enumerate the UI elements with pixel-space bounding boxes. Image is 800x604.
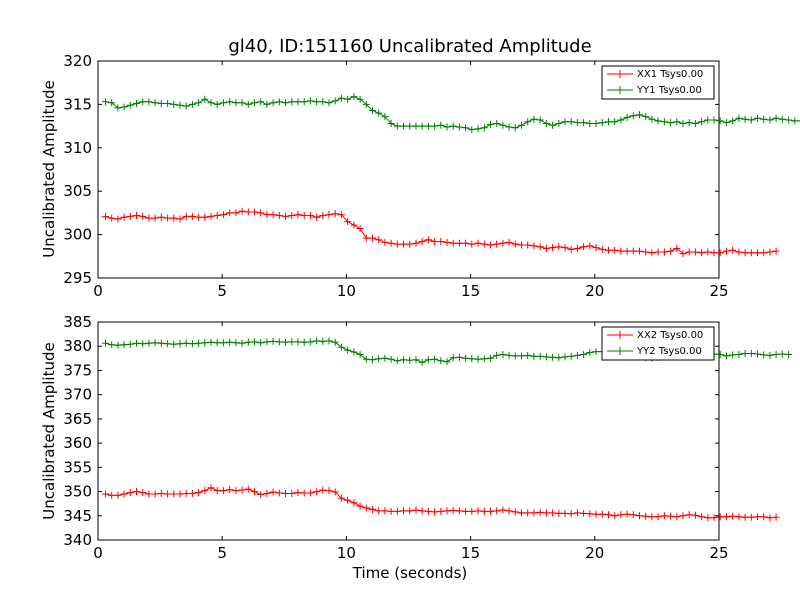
legend-label-xx1: XX1 Tsys0.00	[637, 69, 703, 80]
x-tick-label: 0	[93, 282, 103, 300]
x-tick-label: 20	[585, 282, 604, 300]
y-tick-label: 295	[63, 269, 92, 287]
x-tick-label: 0	[93, 544, 103, 562]
legend-label-yy2: YY2 Tsys0.00	[636, 346, 702, 357]
x-tick-label: 15	[461, 544, 480, 562]
chart-title: gl40, ID:151160 Uncalibrated Amplitude	[228, 36, 591, 57]
y-tick-label: 385	[63, 313, 92, 331]
x-tick-label: 5	[217, 282, 227, 300]
x-tick-label: 20	[585, 544, 604, 562]
y-tick-label: 370	[63, 386, 92, 404]
y-tick-label: 315	[63, 95, 92, 113]
legend: XX2 Tsys0.00 YY2 Tsys0.00	[602, 327, 714, 360]
legend: XX1 Tsys0.00 YY1 Tsys0.00	[602, 66, 714, 99]
y-tick-label: 305	[63, 182, 92, 200]
y-tick-label: 350	[63, 483, 92, 501]
y-tick-label: 340	[63, 531, 92, 549]
x-tick-label: 25	[709, 544, 728, 562]
y-tick-label: 365	[63, 410, 92, 428]
y-tick-label: 375	[63, 361, 92, 379]
legend-label-yy1: YY1 Tsys0.00	[636, 85, 702, 96]
legend-label-xx2: XX2 Tsys0.00	[637, 330, 703, 341]
y-tick-label: 300	[63, 226, 92, 244]
y-tick-label: 320	[63, 52, 92, 70]
x-tick-label: 10	[337, 544, 356, 562]
x-tick-label: 25	[709, 282, 728, 300]
y-tick-label: 380	[63, 337, 92, 355]
y-axis-label: Uncalibrated Amplitude	[40, 80, 58, 257]
x-tick-label: 10	[337, 282, 356, 300]
y-tick-label: 355	[63, 458, 92, 476]
y-tick-label: 310	[63, 139, 92, 157]
x-axis-label: Time (seconds)	[352, 564, 468, 582]
y-tick-label: 360	[63, 434, 92, 452]
y-axis-label: Uncalibrated Amplitude	[40, 342, 58, 519]
x-tick-label: 15	[461, 282, 480, 300]
x-tick-label: 5	[217, 544, 227, 562]
y-tick-label: 345	[63, 507, 92, 525]
